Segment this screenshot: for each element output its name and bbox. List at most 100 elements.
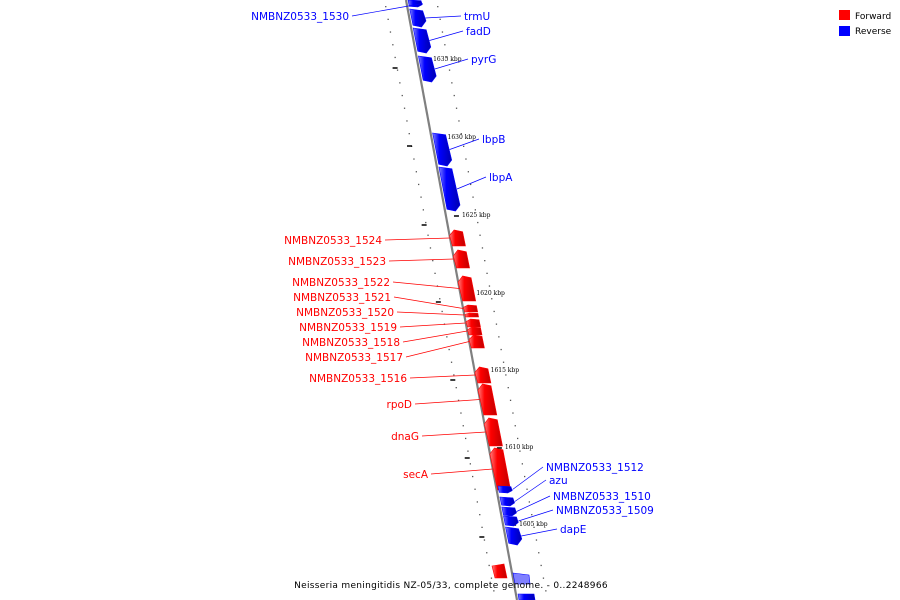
gene-label: secA bbox=[403, 469, 429, 481]
tick-dot bbox=[406, 120, 408, 122]
map-caption: Neisseria meningitidis NZ-05/33, complet… bbox=[294, 581, 608, 591]
gene-leader-line bbox=[514, 479, 547, 502]
tick-dot bbox=[413, 158, 415, 160]
reverse-gene-arrow bbox=[412, 27, 432, 54]
tick-dot bbox=[514, 425, 516, 427]
gene-leader-line bbox=[449, 138, 480, 150]
tick-dot bbox=[491, 298, 493, 300]
tick-dot bbox=[458, 120, 460, 122]
gene-label: NMBNZ0533_1530 bbox=[251, 11, 349, 23]
tick-dot bbox=[509, 399, 512, 401]
tick-dot bbox=[528, 501, 530, 503]
tick-dot bbox=[476, 501, 478, 503]
tick-dot bbox=[432, 260, 434, 262]
tick-dot bbox=[439, 18, 441, 20]
gene-label: NMBNZ0533_1519 bbox=[299, 322, 397, 334]
tick-dot bbox=[498, 336, 500, 338]
gene-label: NMBNZ0533_1518 bbox=[302, 337, 400, 349]
tick-dot bbox=[441, 31, 444, 33]
reverse-gene-arrow bbox=[409, 8, 427, 28]
forward-gene-arrow bbox=[463, 304, 479, 313]
kbp-tick-label: 1620 kbp bbox=[476, 290, 505, 297]
tick-dot bbox=[486, 552, 488, 554]
gene-label: lbpB bbox=[482, 134, 505, 146]
tick-dot bbox=[517, 437, 519, 440]
reverse-gene-arrow bbox=[505, 526, 523, 546]
tick-dot bbox=[465, 158, 467, 160]
gene-leader-line bbox=[402, 330, 468, 343]
tick-dot bbox=[462, 425, 464, 427]
tick-dot bbox=[538, 552, 540, 554]
gene-leader-line bbox=[396, 311, 465, 316]
tick-dot bbox=[453, 94, 455, 97]
forward-gene-arrow bbox=[452, 249, 470, 269]
tick-dot bbox=[505, 374, 507, 376]
tick-dot bbox=[535, 539, 538, 541]
tick-dot bbox=[493, 310, 495, 313]
tick-dot bbox=[483, 539, 486, 541]
gene-label: fadD bbox=[466, 26, 491, 38]
tick-dot bbox=[403, 107, 406, 109]
tick-dot bbox=[533, 526, 535, 528]
tick-dot bbox=[470, 183, 472, 186]
gene-leader-line bbox=[516, 495, 551, 512]
gene-label: NMBNZ0533_1509 bbox=[556, 505, 654, 517]
tick-dot bbox=[467, 171, 469, 173]
forward-gene-arrow bbox=[467, 326, 483, 336]
reverse-gene-arrow bbox=[501, 506, 517, 517]
gene-leader-line bbox=[351, 3, 423, 17]
minor-ticks bbox=[385, 6, 547, 592]
tick-dot bbox=[389, 31, 392, 33]
tick-dot bbox=[490, 577, 493, 579]
forward-gene-arrow bbox=[491, 563, 508, 579]
forward-gene-arrow bbox=[465, 318, 481, 328]
gene-label: NMBNZ0533_1516 bbox=[309, 373, 407, 385]
tick-dot bbox=[415, 171, 417, 173]
kbp-tick-label: 1625 kbp bbox=[462, 212, 491, 219]
tick-dot bbox=[502, 361, 505, 363]
tick-dot bbox=[472, 475, 474, 478]
gene-leader-line bbox=[430, 468, 493, 475]
tick-dot bbox=[434, 272, 436, 274]
tick-dot bbox=[450, 361, 453, 363]
label-leaders bbox=[351, 3, 558, 537]
tick-dot bbox=[422, 209, 424, 211]
tick-dot bbox=[545, 590, 547, 592]
kbp-ticks: 1635 kbp 1630 kbp 1625 kbp 1620 kbp 1615 kbp… bbox=[425, 56, 548, 528]
tick-dot bbox=[408, 133, 410, 135]
gene-label: dapE bbox=[560, 524, 586, 536]
gene-label: NMBNZ0533_1521 bbox=[293, 292, 391, 304]
tick-dot bbox=[392, 44, 394, 46]
tick-dot bbox=[519, 450, 521, 452]
reverse-gene-arrow bbox=[499, 496, 515, 507]
gene-label: NMBNZ0533_1524 bbox=[284, 235, 382, 247]
gene-leader-line bbox=[421, 431, 486, 437]
tick-dot bbox=[455, 387, 457, 389]
tick-dot bbox=[460, 133, 462, 135]
forward-gene-arrow bbox=[468, 334, 485, 349]
forward-gene-arrow bbox=[477, 383, 498, 416]
gene-label: trmU bbox=[464, 11, 490, 23]
legend-label-reverse: Reverse bbox=[855, 27, 892, 37]
reverse-gene-arrow bbox=[503, 515, 519, 527]
tick-dot bbox=[542, 577, 545, 579]
gene-leader-line bbox=[429, 30, 464, 41]
gene-leader-line bbox=[388, 258, 454, 262]
reverse-gene-arrow bbox=[432, 132, 453, 167]
gene-leader-line bbox=[393, 296, 464, 309]
tick-dot bbox=[439, 298, 441, 300]
gene-leader-line bbox=[434, 58, 469, 70]
tick-dot bbox=[420, 196, 422, 198]
tick-dot bbox=[451, 82, 453, 84]
tick-dot bbox=[455, 107, 458, 109]
tick-dot bbox=[437, 6, 439, 8]
tick-dot bbox=[540, 564, 542, 567]
tick-dot bbox=[481, 526, 483, 528]
tick-dot bbox=[488, 564, 490, 567]
gene-leader-line bbox=[518, 509, 554, 522]
tick-dot bbox=[500, 348, 502, 351]
tick-dot bbox=[465, 437, 467, 440]
tick-dot bbox=[474, 209, 476, 211]
tick-dot bbox=[446, 56, 448, 59]
tick-dot bbox=[399, 82, 401, 84]
